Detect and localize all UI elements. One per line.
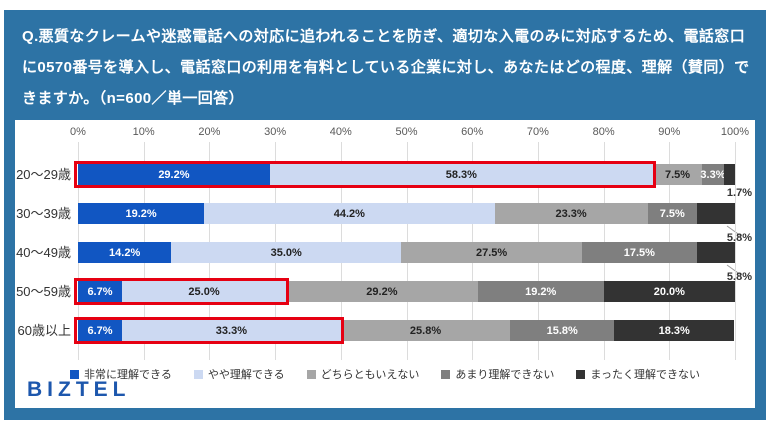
bar-segment: 6.7% (78, 281, 122, 302)
bar-segment: 58.3% (269, 164, 653, 185)
legend-item: どちらともいえない (306, 366, 420, 382)
survey-card: Q.悪質なクレームや迷惑電話への対応に追われることを防ぎ、適切な入電のみに対応す… (4, 10, 766, 420)
bar-segment: 6.7% (78, 320, 123, 341)
legend-label: 非常に理解できる (84, 369, 172, 381)
bar-row: 6.7% 33.3% 25.8% 15.8% 18.3% (78, 320, 735, 341)
question-text: Q.悪質なクレームや迷惑電話への対応に追われることを防ぎ、適切な入電のみに対応す… (22, 28, 750, 107)
bar-segment: 25.0% (121, 281, 287, 302)
segment-value-label: 29.2% (366, 285, 398, 298)
legend: 非常に理解できる やや理解できる どちらともいえない あまり理解できない まったく理解で… (15, 366, 755, 382)
bar-segment: 27.5% (401, 242, 582, 263)
callout-label: 5.8% (726, 271, 752, 283)
bar-segment: 33.3% (122, 320, 341, 341)
legend-label: あまり理解できない (455, 369, 555, 381)
segment-value-label: 19.2% (525, 285, 557, 298)
bar-segment (696, 203, 735, 224)
bar-segment: 23.3% (494, 203, 648, 224)
segment-value-label: 6.7% (87, 285, 113, 298)
segment-value-label: 27.5% (475, 246, 508, 259)
bar-segment: 25.8% (340, 320, 511, 341)
gridline (735, 142, 736, 360)
segment-value-label: 6.7% (87, 324, 113, 337)
legend-item: まったく理解できない (576, 366, 700, 382)
bar-segment: 3.3% (700, 164, 726, 185)
bar-segment: 14.2% (78, 242, 172, 263)
bar-row: 6.7% 25.0% 29.2% 19.2% 20.0% (78, 281, 735, 302)
axis-tick-label: 80% (592, 126, 615, 138)
biztel-logo: BIZTEL (27, 378, 131, 401)
segment-value-label: 33.3% (215, 324, 247, 337)
bar-row: 29.2% 58.3% 7.5% 3.3% (78, 164, 735, 185)
category-label: 60歳以上 (17, 323, 71, 338)
axis-tick-label: 70% (526, 126, 549, 138)
axis-tick-label: 10% (132, 126, 155, 138)
segment-value-label: 25.0% (188, 285, 220, 298)
segment-value-label: 44.2% (333, 207, 365, 220)
segment-value-label: 35.0% (270, 246, 302, 259)
axis-tick-label: 50% (395, 126, 418, 138)
bar-segment: 18.3% (614, 320, 735, 341)
legend-item: 非常に理解できる (70, 366, 172, 382)
axis-tick-label: 40% (329, 126, 352, 138)
legend-swatch (193, 369, 203, 379)
segment-value-label: 25.8% (409, 324, 442, 337)
bar-segment: 7.5% (652, 164, 703, 185)
bar-row: 19.2% 44.2% 23.3% 7.5% (78, 203, 735, 224)
legend-swatch (576, 369, 586, 379)
bar-segment: 35.0% (171, 242, 402, 263)
axis-tick-label: 30% (264, 126, 287, 138)
segment-value-label: 7.5% (659, 207, 685, 220)
category-label: 50～59歳 (16, 284, 71, 299)
bar-segment: 29.2% (78, 164, 270, 185)
legend-label: どちらともいえない (320, 369, 420, 381)
bar-segment: 20.0% (603, 281, 735, 302)
segment-value-label: 18.3% (658, 324, 690, 337)
legend-item: やや理解できる (193, 366, 285, 382)
segment-value-label: 58.3% (445, 168, 477, 181)
segment-value-label: 19.2% (125, 207, 157, 220)
bar-segment: 29.2% (286, 281, 478, 302)
legend-swatch (306, 369, 316, 379)
segment-value-label: 20.0% (653, 285, 685, 298)
segment-value-label: 15.8% (546, 324, 578, 337)
axis-tick-label: 60% (461, 126, 484, 138)
chart-panel: 非常に理解できる やや理解できる どちらともいえない あまり理解できない まったく理解で… (15, 120, 755, 408)
legend-item: あまり理解できない (441, 366, 554, 382)
bar-segment: 17.5% (581, 242, 697, 263)
bar-segment (696, 242, 735, 263)
axis-tick-label: 20% (198, 126, 221, 138)
bar-segment: 19.2% (78, 203, 205, 224)
category-label: 20～29歳 (16, 167, 71, 182)
legend-swatch (441, 369, 451, 379)
segment-value-label: 23.3% (555, 207, 587, 220)
callout-label: 5.8% (726, 232, 752, 244)
legend-label: まったく理解できない (590, 369, 700, 381)
callout-label: 1.7% (726, 187, 752, 199)
segment-value-label: 17.5% (623, 246, 655, 259)
segment-value-label: 29.2% (158, 168, 190, 181)
segment-value-label: 14.2% (109, 246, 141, 259)
category-label: 30～39歳 (16, 206, 71, 221)
bar-segment: 7.5% (647, 203, 697, 224)
category-label: 40～49歳 (16, 245, 71, 260)
axis-tick-label: 100% (720, 126, 750, 138)
segment-value-label: 3.3% (700, 168, 726, 181)
legend-swatch (70, 369, 80, 379)
axis-tick-label: 0% (70, 126, 86, 138)
bar-segment: 44.2% (204, 203, 495, 224)
bar-segment (723, 164, 735, 185)
bar-segment: 19.2% (477, 281, 604, 302)
segment-value-label: 7.5% (664, 168, 691, 181)
legend-label: やや理解できる (207, 369, 285, 381)
axis-tick-label: 90% (658, 126, 681, 138)
bar-row: 14.2% 35.0% 27.5% 17.5% (78, 242, 735, 263)
bar-segment: 15.8% (510, 320, 615, 341)
